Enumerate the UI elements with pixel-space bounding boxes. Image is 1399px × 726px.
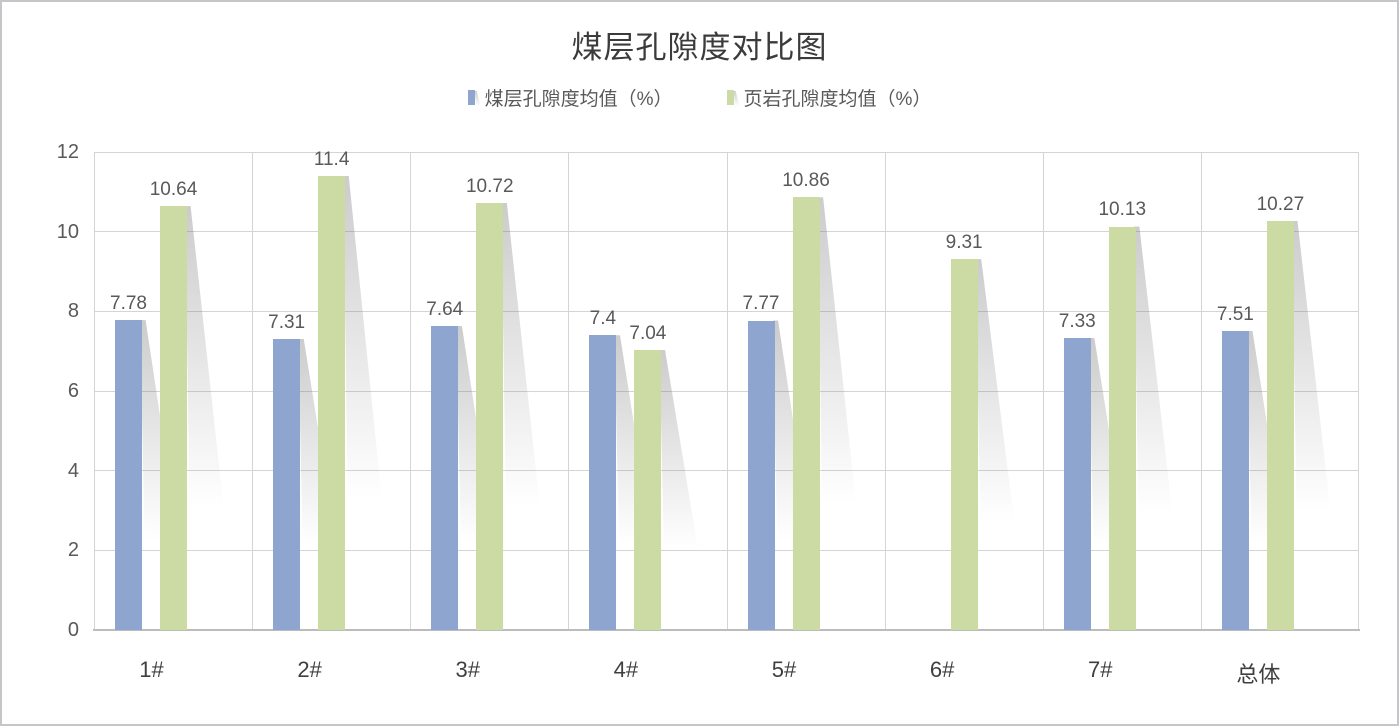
bar-coal-2# xyxy=(273,338,301,630)
gridline-y-12 xyxy=(94,151,1359,153)
gridline-y-10 xyxy=(94,231,1359,233)
gridline-x-5 xyxy=(885,152,886,630)
y-axis-tick-label: 2 xyxy=(67,539,79,562)
legend-item-shale: 页岩孔隙度均值（%） xyxy=(726,84,932,111)
bar-coal-7# xyxy=(1063,338,1091,630)
value-label: 7.78 xyxy=(110,293,147,315)
bar-coal-3# xyxy=(431,325,459,630)
bar-shale-1# xyxy=(160,206,187,630)
bar-shadow xyxy=(1133,226,1174,526)
bar-shale-总体 xyxy=(1266,220,1294,630)
gridline-x-4 xyxy=(727,152,728,630)
y-axis-tick-label: 12 xyxy=(56,141,79,163)
y-axis-tick-label: 0 xyxy=(67,619,79,641)
gridline-x-6 xyxy=(1043,152,1044,630)
value-label: 7.31 xyxy=(268,311,306,333)
gridline-x-3 xyxy=(568,152,569,630)
x-axis-category-label: 2# xyxy=(297,657,322,682)
x-axis-category-label: 6# xyxy=(929,657,955,682)
gridline-x-1 xyxy=(252,152,253,630)
x-axis-category-label: 4# xyxy=(613,657,639,682)
coal-series-swatch-icon xyxy=(467,90,475,105)
gridline-x-0 xyxy=(94,152,95,630)
bar-coal-总体 xyxy=(1221,330,1249,630)
gridline-y-4 xyxy=(94,470,1359,472)
x-axis-category-label: 3# xyxy=(455,657,480,682)
x-axis-category-label: 5# xyxy=(771,657,797,682)
y-axis-tick-label: 8 xyxy=(67,300,79,323)
value-label: 7.77 xyxy=(742,293,780,315)
bar-coal-4# xyxy=(589,335,617,630)
gridline-x-2 xyxy=(410,152,411,630)
legend-item-coal: 煤层孔隙度均值（%） xyxy=(467,84,673,111)
value-label: 7.51 xyxy=(1216,303,1254,325)
bar-shadow xyxy=(185,206,225,521)
bar-coal-1# xyxy=(115,320,142,630)
value-label: 10.27 xyxy=(1256,193,1305,215)
value-label: 7.64 xyxy=(426,298,464,320)
value-label: 7.04 xyxy=(629,322,667,344)
value-label: 10.72 xyxy=(465,175,514,197)
value-label: 10.86 xyxy=(782,170,830,192)
bar-shale-6# xyxy=(950,259,978,630)
gridline-x-7 xyxy=(1201,152,1202,630)
gridline-y-6 xyxy=(94,390,1359,392)
x-axis-category-label: 7# xyxy=(1088,657,1113,682)
y-axis-tick-label: 6 xyxy=(67,380,79,402)
y-axis-tick-label: 10 xyxy=(56,220,79,243)
bar-shale-5# xyxy=(792,197,820,630)
x-axis-category-label: 总体 xyxy=(1236,662,1281,687)
gridline-y-2 xyxy=(94,549,1359,551)
bar-shale-2# xyxy=(318,175,346,630)
x-axis-line xyxy=(93,629,1360,631)
bar-shale-4# xyxy=(634,349,662,630)
bar-shadow xyxy=(343,175,384,512)
value-label: 7.33 xyxy=(1058,311,1096,333)
bar-coal-5# xyxy=(747,320,775,630)
value-label: 10.13 xyxy=(1098,199,1147,221)
legend-label-coal: 煤层孔隙度均值（%） xyxy=(484,89,673,110)
chart-title: 煤层孔隙度对比图 xyxy=(571,30,828,65)
x-axis-category-label: 1# xyxy=(139,657,164,682)
bar-shale-3# xyxy=(476,203,504,630)
value-label: 7.4 xyxy=(589,308,617,330)
bar-shadow xyxy=(501,202,542,519)
bar-shadow xyxy=(659,349,700,558)
legend-label-shale: 页岩孔隙度均值（%） xyxy=(743,89,932,110)
y-axis-tick-label: 4 xyxy=(67,459,79,482)
gridline-x-8 xyxy=(1358,152,1359,630)
legend: 煤层孔隙度均值（%） 页岩孔隙度均值（%） xyxy=(2,84,1397,111)
plot-area: 0 2 4 6 8 10 12 7.78 10.64 1# 7.31 11.4 2# 7.64 10.72 3… xyxy=(57,142,1360,687)
value-label: 10.64 xyxy=(149,179,198,201)
value-label: 11.4 xyxy=(313,148,350,170)
gridline-y-8 xyxy=(94,310,1359,312)
value-label: 9.31 xyxy=(945,232,983,254)
bar-shale-7# xyxy=(1108,226,1136,630)
shale-series-swatch-icon xyxy=(726,90,734,105)
bar-shadow xyxy=(817,197,858,518)
bar-shadow xyxy=(1291,220,1332,524)
bar-shadow xyxy=(975,259,1016,534)
